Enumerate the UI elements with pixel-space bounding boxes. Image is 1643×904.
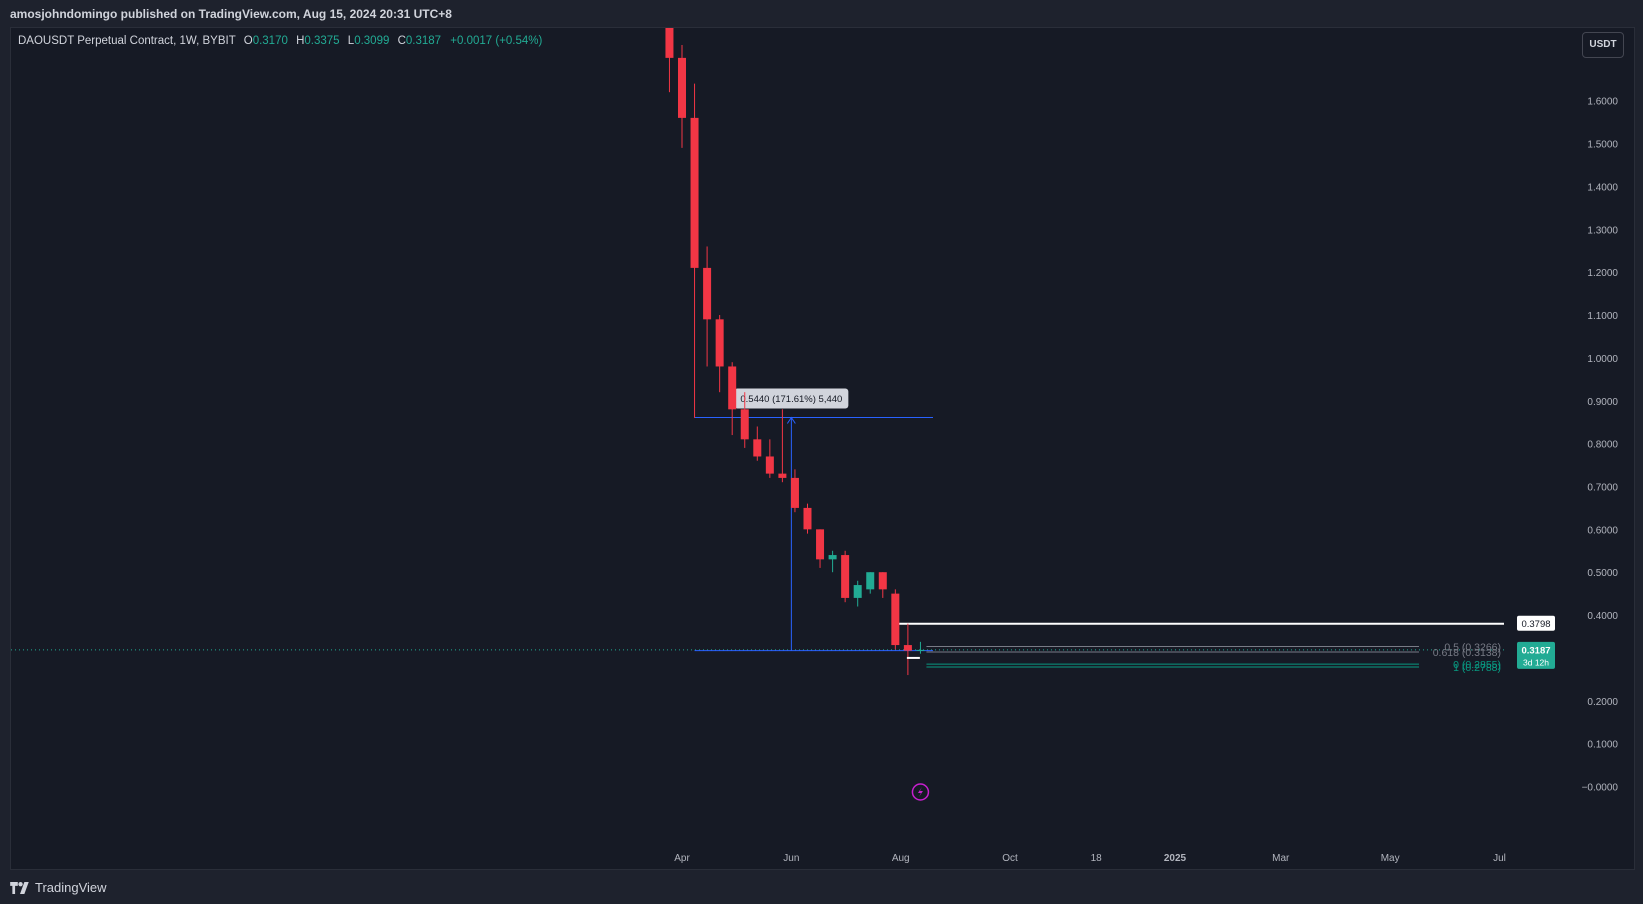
candle-body-down [878,572,887,590]
y-tick-label: 0.2000 [1587,697,1618,708]
close-value: 0.3187 [405,35,442,47]
x-tick-label: May [1381,853,1400,864]
x-tick-label: Mar [1272,853,1290,864]
candle-body-down [715,319,724,367]
low-value: 0.3099 [354,35,390,47]
publisher-text: amosjohndomingo published on TradingView… [10,7,452,21]
y-tick-label: 1.5000 [1587,140,1618,151]
tradingview-logo-icon [10,881,29,894]
candle-body-down [790,477,799,508]
countdown-label: 3d 12h [1523,657,1549,667]
fib-level-label: 1 (0.2788) [1453,662,1501,674]
candle-body-down [778,473,787,478]
candle-body-down [678,57,686,118]
brand-name: TradingView [35,880,107,895]
candle-body-down [728,366,737,410]
y-tick-label: 1.3000 [1587,225,1618,236]
candle-body-down [816,529,825,560]
fib-level-label: 0.618 (0.3138) [1433,647,1501,659]
fib-level-label: 0.5 (0.3266) [1444,642,1501,654]
candle-body-down [765,456,774,474]
y-tick-label: 0.9000 [1587,397,1618,408]
high-value: 0.3375 [304,35,340,47]
measure-label: 0.5440 (171.61%) 5,440 [740,394,842,405]
lightning-bolt [917,787,923,797]
x-tick-label: Jul [1493,853,1506,864]
resistance-price-tag [1517,615,1555,631]
candle-body-up [828,555,837,560]
candle-body-down [841,555,850,598]
publisher-bar: amosjohndomingo published on TradingView… [0,0,1643,27]
x-tick-label: Oct [1002,853,1018,864]
open-label: O [243,35,253,47]
footer-bar: TradingView [0,870,1643,904]
x-tick-label: Aug [892,853,910,864]
candle-body-down [703,267,712,320]
y-tick-label: 0.7000 [1587,482,1618,493]
y-tick-label: 1.2000 [1587,268,1618,279]
measure-label-box [734,388,849,409]
current-price-label: 0.3187 [1521,645,1550,656]
y-tick-label: 0.5000 [1587,568,1618,579]
x-tick-label: Apr [674,853,690,864]
candle-body-down [740,409,749,440]
y-tick-label: 1.4000 [1587,182,1618,193]
x-tick-label: 2025 [1164,853,1187,864]
lightning-icon [911,783,930,801]
candle-body-down [903,645,912,651]
x-tick-label: 18 [1091,853,1103,864]
resistance-price-label: 0.3798 [1521,619,1550,630]
tradingview-brand[interactable]: TradingView [10,880,107,895]
candle-body-down [665,28,674,58]
y-tick-label: 0.8000 [1587,440,1618,451]
candle-body-down [690,117,699,268]
change-value: +0.0017 (+0.54%) [450,35,543,47]
symbol-legend: DAOUSDT Perpetual Contract, 1W, BYBIT O0… [18,35,542,47]
y-tick-label: 1.1000 [1587,311,1618,322]
y-tick-label: 1.0000 [1587,354,1618,365]
close-label: C [397,35,406,47]
candle-body-up [916,649,925,651]
y-tick-label: 0.1000 [1587,740,1618,751]
fib-level-label: 0 (0.2855) [1453,659,1501,671]
measure-arrow-head [786,416,796,424]
y-tick-label: −0.0000 [1582,783,1619,794]
low-label: L [347,35,355,47]
y-tick-label: 1.6000 [1587,97,1618,108]
candle-body-down [803,507,812,530]
y-tick-label: 0.6000 [1587,525,1618,536]
chart-pane[interactable]: 1.6000 1.5000 1.4000 1.3000 1.2000 1.1000 1.00… [10,27,1635,870]
high-label: H [296,35,305,47]
symbol-title: DAOUSDT Perpetual Contract, 1W, BYBIT [18,35,236,47]
candle-body-down [891,593,900,646]
open-value: 0.3170 [252,35,288,47]
candlestick-chart[interactable]: 1.6000 1.5000 1.4000 1.3000 1.2000 1.1000 1.00… [11,28,1634,869]
currency-unit-button[interactable]: USDT [1582,32,1624,58]
current-price-tag [1517,641,1555,669]
y-tick-label: 0.4000 [1587,611,1618,622]
candle-body-up [853,585,862,598]
candle-body-down [753,439,762,457]
x-tick-label: Jun [783,853,799,864]
candle-body-up [866,572,875,590]
